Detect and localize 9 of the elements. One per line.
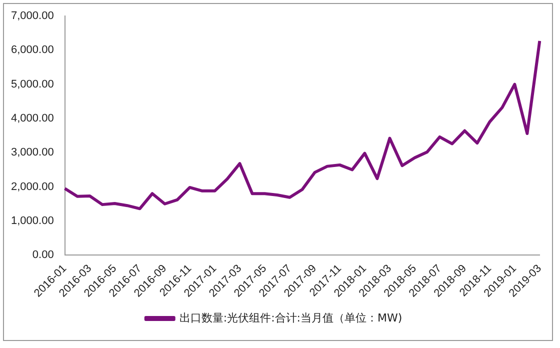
y-tick-label: 6,000.00 — [10, 44, 54, 56]
y-tick-label: 1,000.00 — [10, 214, 54, 227]
y-tick-label: 0.00 — [32, 249, 54, 262]
y-tick-label: 5,000.00 — [10, 78, 54, 90]
y-tick-label: 3,000.00 — [10, 146, 54, 159]
y-tick-label: 2,000.00 — [10, 180, 54, 193]
y-tick-label: 7,000.00 — [10, 10, 54, 22]
legend-label: 出口数量:光伏组件:合计:当月值（单位：MW) — [179, 311, 402, 324]
y-tick-label: 4,000.00 — [10, 112, 54, 125]
